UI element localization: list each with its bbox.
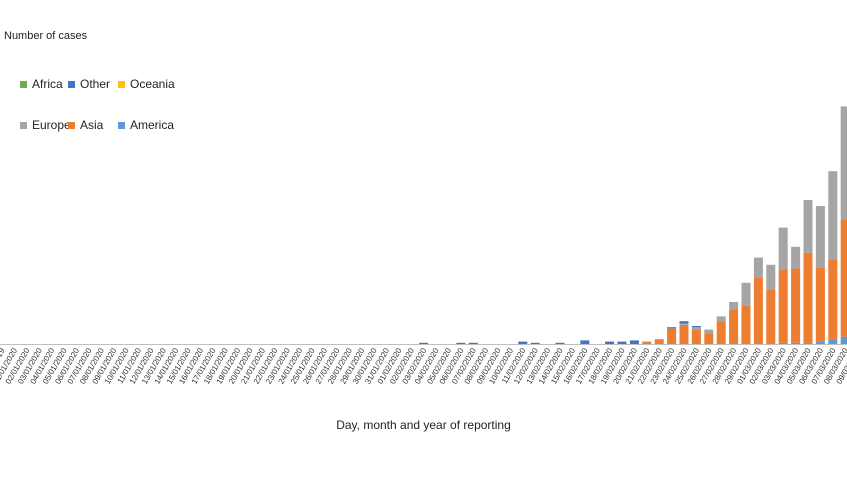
legend-item-asia: Asia — [68, 118, 103, 132]
bar-segment-other — [605, 341, 615, 344]
legend-item-other: Other — [68, 77, 110, 91]
x-axis-label: Day, month and year of reporting — [336, 418, 511, 432]
bar-segment-america — [791, 342, 801, 344]
bar-segment-asia — [766, 290, 776, 344]
bar-segment-europe — [791, 246, 801, 269]
y-axis-label: Number of cases — [4, 30, 88, 42]
bar-segment-asia — [791, 268, 801, 343]
bar-segment-europe — [716, 316, 726, 322]
bar-segment-america — [778, 342, 788, 344]
bar-segment-europe — [704, 329, 714, 334]
bar-segment-other — [667, 327, 677, 329]
legend-swatch — [68, 121, 75, 129]
legend-swatch — [118, 80, 125, 88]
bar-segment-asia — [828, 260, 838, 340]
legend-label: Other — [80, 77, 111, 91]
bar-segment-europe — [828, 171, 838, 260]
bar-segment-other — [691, 326, 701, 328]
bar-segment-asia — [679, 324, 689, 344]
bar-segment-europe — [766, 264, 776, 290]
legend-label: Europe — [32, 118, 71, 132]
bar-segment-europe — [691, 327, 701, 330]
bar-segment-other — [580, 340, 590, 344]
bar-segment-europe — [729, 302, 739, 310]
legend-item-america: America — [118, 118, 174, 132]
legend-swatch — [118, 121, 125, 129]
legend-label: America — [130, 118, 175, 132]
bar-segment-asia — [691, 329, 701, 344]
bar-segment-asia — [729, 309, 739, 344]
bar-segment-other — [419, 342, 429, 344]
bar-segment-asia — [667, 328, 677, 344]
bar-segment-asia — [753, 278, 763, 344]
bar-segment-other — [518, 341, 528, 344]
bar-segment-other — [629, 340, 639, 344]
bar-segment-other — [679, 321, 689, 324]
legend-item-africa: Africa — [20, 77, 63, 91]
bar-segment-america — [803, 342, 813, 344]
legend-label: Africa — [32, 77, 63, 91]
bar-segment-other — [555, 342, 565, 344]
bar-segment-europe — [679, 323, 689, 325]
legend-swatch — [68, 80, 75, 88]
legend-swatch — [20, 80, 27, 88]
legend-label: Oceania — [130, 77, 175, 91]
bar-segment-asia — [704, 333, 714, 344]
x-tick-labels: 31/12/201901/01/202002/01/202003/01/2020… — [0, 346, 847, 386]
legend-item-oceania: Oceania — [118, 77, 175, 91]
bar-segment-other — [468, 342, 478, 344]
bar-segment-asia — [840, 219, 847, 337]
bar-segment-asia — [716, 321, 726, 344]
bar-segment-europe — [803, 200, 813, 253]
bar-segment-europe — [840, 106, 847, 220]
bar-segment-america — [840, 336, 847, 344]
bar-segment-europe — [778, 227, 788, 270]
legend-item-europe: Europe — [20, 118, 71, 132]
legend-swatch — [20, 121, 27, 129]
bar-segment-europe — [815, 206, 825, 268]
bar-segment-asia — [815, 267, 825, 342]
bar-segment-europe — [741, 282, 751, 306]
bar-segment-other — [530, 342, 540, 344]
bar-segment-america — [815, 341, 825, 344]
bar-segment-asia — [741, 305, 751, 344]
bar-segment-other — [617, 341, 627, 344]
bar-segment-asia — [654, 339, 664, 344]
bar-segment-asia — [803, 252, 813, 343]
bar-area — [419, 106, 847, 344]
bar-segment-europe — [753, 257, 763, 278]
legend-label: Asia — [80, 118, 104, 132]
bar-segment-other — [456, 342, 466, 344]
bar-segment-america — [828, 339, 838, 344]
bar-segment-asia — [778, 269, 788, 343]
bar-segment-asia — [642, 341, 652, 344]
